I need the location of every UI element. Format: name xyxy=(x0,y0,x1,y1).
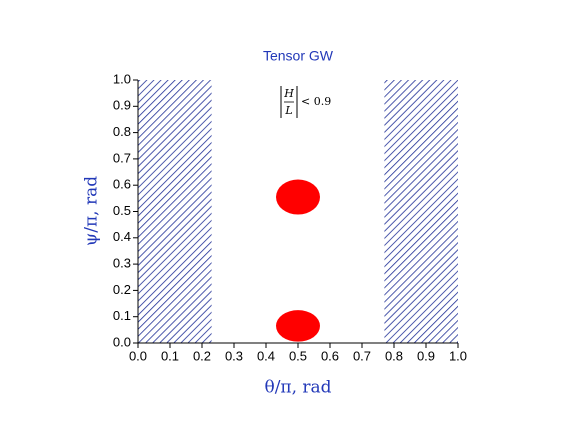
y-tick-label: 0.3 xyxy=(113,256,131,271)
x-tick-label: 0.5 xyxy=(289,348,307,363)
x-axis-label: θ/π, rad xyxy=(264,378,331,398)
x-tick-label: 0.9 xyxy=(417,348,435,363)
annotation-text: < 0.9 xyxy=(301,95,331,108)
annotation-numerator: H xyxy=(283,87,294,100)
ellipse xyxy=(276,310,320,342)
y-axis-label: ψ/π, rad xyxy=(82,176,102,246)
y-tick-label: 0.8 xyxy=(113,124,131,139)
y-tick-label: 0.4 xyxy=(113,229,131,244)
annotation-denominator: L xyxy=(284,104,292,117)
x-tick-label: 0.3 xyxy=(225,348,243,363)
y-tick-label: 0.7 xyxy=(113,150,131,165)
x-tick-label: 0.2 xyxy=(193,348,211,363)
annotation: H L < 0.9 xyxy=(280,86,331,118)
y-tick-label: 0.1 xyxy=(113,308,131,323)
x-tick-label: 1.0 xyxy=(449,348,467,363)
x-tick-label: 0.0 xyxy=(129,348,147,363)
hatched-region xyxy=(138,80,212,343)
y-tick-label: 0.6 xyxy=(113,177,131,192)
y-tick-label: 0.9 xyxy=(113,98,131,113)
x-tick-label: 0.4 xyxy=(257,348,275,363)
x-tick-label: 0.6 xyxy=(321,348,339,363)
x-tick-label: 0.1 xyxy=(161,348,179,363)
y-tick-label: 0.2 xyxy=(113,282,131,297)
x-tick-label: 0.7 xyxy=(353,348,371,363)
x-tick-label: 0.8 xyxy=(385,348,403,363)
y-tick-label: 0.0 xyxy=(113,334,131,349)
y-tick-label: 0.5 xyxy=(113,203,131,218)
chart-title: Tensor GW xyxy=(263,48,334,64)
hatched-region xyxy=(384,80,458,343)
ellipse xyxy=(276,179,320,215)
y-tick-label: 1.0 xyxy=(113,71,131,86)
